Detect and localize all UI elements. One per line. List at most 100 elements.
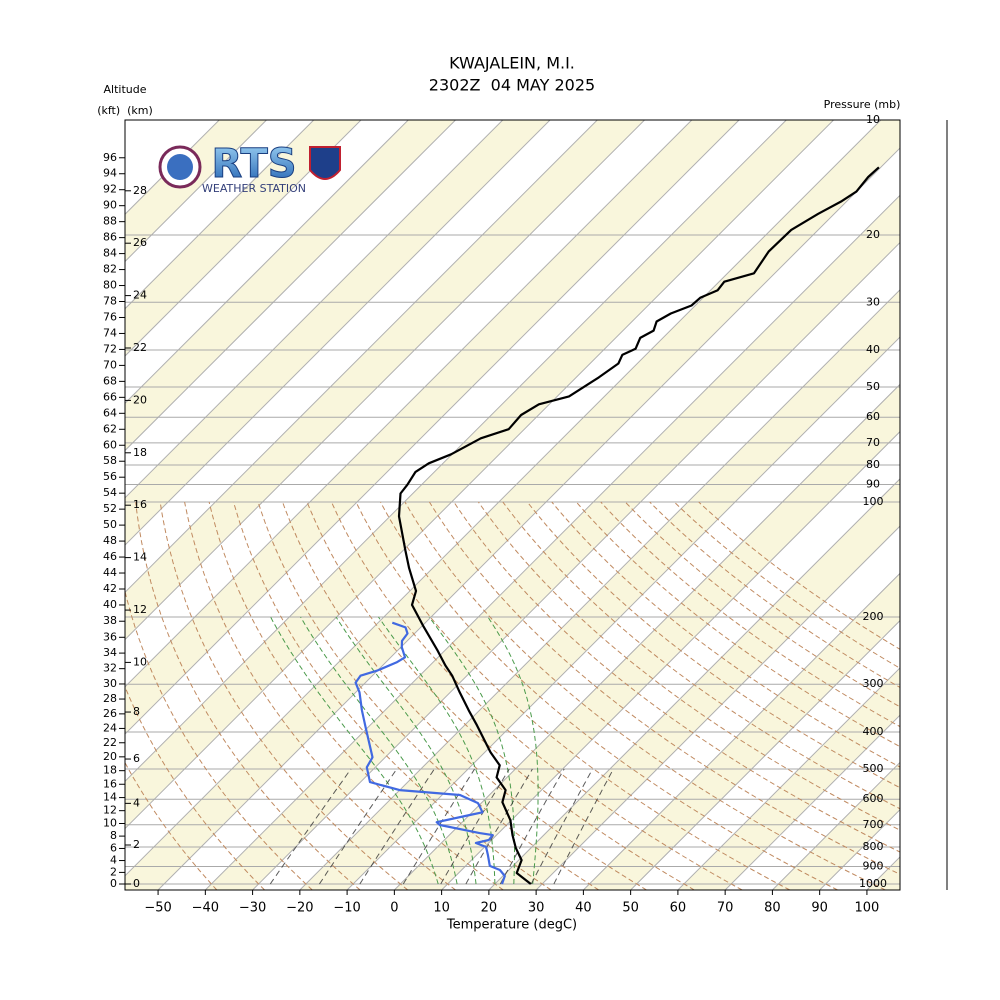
kft-tick-label: 58 [103, 454, 117, 467]
km-tick-label: 12 [133, 603, 147, 616]
x-axis-label: Temperature (degC) [446, 918, 577, 933]
kft-tick-label: 30 [103, 677, 117, 690]
dry-adiabat [649, 501, 900, 689]
x-tick-label: 40 [575, 901, 592, 916]
mixing-ratio-line [440, 768, 510, 885]
isotherm [125, 120, 267, 263]
kft-tick-label: 8 [110, 829, 117, 842]
y-tick-label: 50 [866, 380, 880, 393]
dry-adiabat [404, 501, 886, 890]
isotherm [204, 194, 900, 890]
y-tick-label: 70 [866, 436, 880, 449]
kft-tick-label: 34 [103, 646, 117, 659]
km-tick-label: 20 [133, 393, 147, 406]
y-tick-label: 100 [863, 495, 884, 508]
y-tick-label: 800 [863, 840, 884, 853]
y-tick-label: 10 [866, 113, 880, 126]
dry-adiabat [159, 501, 409, 890]
y-tick-label: 400 [863, 725, 884, 738]
kft-tick-label: 94 [103, 167, 117, 180]
kft-tick-label: 6 [110, 841, 117, 854]
km-tick-label: 10 [133, 655, 147, 668]
y-tick-label: 40 [866, 343, 880, 356]
dry-adiabat [526, 501, 900, 789]
kft-tick-label: 56 [103, 470, 117, 483]
kft-tick-label: 16 [103, 777, 117, 790]
logo-shield [309, 146, 341, 180]
km-tick-label: 28 [133, 184, 147, 197]
kft-tick-label: 4 [110, 854, 117, 867]
logo-subtitle: WEATHER STATION [202, 182, 306, 195]
x-tick-label: −30 [239, 901, 266, 916]
km-tick-label: 4 [133, 796, 140, 809]
isotherm [394, 383, 900, 890]
dry-adiabat [233, 501, 552, 890]
dry-adiabat [257, 501, 600, 890]
km-tick-label: 22 [133, 341, 147, 354]
kft-tick-label: 46 [103, 550, 117, 563]
x-tick-label: −50 [144, 901, 171, 916]
background [125, 120, 900, 890]
y-tick-label: 300 [863, 677, 884, 690]
moist-adiabat [487, 616, 539, 884]
isotherm [125, 120, 551, 546]
dry-adiabat [135, 501, 361, 890]
kft-tick-label: 70 [103, 358, 117, 371]
x-tick-label: 10 [433, 901, 450, 916]
y-tick-label: 200 [863, 610, 884, 623]
dry-adiabat [453, 501, 900, 853]
isotherm [125, 120, 409, 404]
profile-line [354, 621, 506, 885]
kft-tick-label: 52 [103, 502, 117, 515]
isotherm [125, 120, 504, 499]
isotherm [252, 241, 900, 890]
moist-adiabat [300, 616, 458, 885]
kft-tick-label: 20 [103, 750, 117, 763]
y-tick-label: 1000 [859, 877, 887, 890]
kft-tick-label: 76 [103, 310, 117, 323]
dry-adiabat [673, 501, 900, 669]
km-tick-label: 14 [133, 551, 147, 564]
logo-seal-inner [167, 154, 193, 180]
kft-tick-label: 78 [103, 295, 117, 308]
dry-adiabat [355, 501, 791, 890]
y-tick-label: 60 [866, 410, 880, 423]
x-tick-label: 80 [764, 901, 781, 916]
isotherm [819, 808, 900, 890]
km-tick-label: 26 [133, 236, 147, 249]
dry-adiabat [125, 761, 218, 890]
kft-tick-label: 50 [103, 518, 117, 531]
kft-tick-label: 88 [103, 215, 117, 228]
isotherm [441, 430, 900, 890]
y-tick-label: 30 [866, 295, 880, 308]
isotherm [724, 714, 900, 890]
kft-tick-label: 48 [103, 534, 117, 547]
chart-subtitle: 2302Z 04 MAY 2025 [429, 76, 595, 95]
x-tick-label: −20 [286, 901, 313, 916]
isotherm [346, 336, 900, 890]
km-tick-label: 24 [133, 289, 147, 302]
mixing-ratio-line [553, 768, 614, 885]
kft-tick-label: 80 [103, 279, 117, 292]
x-tick-label: −10 [333, 901, 360, 916]
dry-adiabat [184, 501, 456, 890]
dry-adiabat [282, 501, 647, 890]
km-tick-label: 2 [133, 838, 140, 851]
kft-tick-label: 14 [103, 791, 117, 804]
logo: RTS WEATHER STATION [158, 141, 341, 195]
isotherm [125, 120, 740, 735]
dry-adiabat [551, 501, 900, 768]
kft-tick-label: 40 [103, 598, 117, 611]
isotherm [535, 525, 900, 890]
mixing-ratio-line [530, 768, 594, 885]
isotherm [583, 572, 900, 890]
y-tick-label: 80 [866, 458, 880, 471]
isotherm-band [125, 120, 900, 890]
kft-tick-label: 26 [103, 707, 117, 720]
x-tick-label: 60 [670, 901, 687, 916]
kft-tick-label: 22 [103, 736, 117, 749]
x-tick-label: −40 [192, 901, 219, 916]
kft-tick-label: 38 [103, 614, 117, 627]
mixing-ratio-line [499, 768, 565, 885]
x-tick-label: 20 [481, 901, 498, 916]
